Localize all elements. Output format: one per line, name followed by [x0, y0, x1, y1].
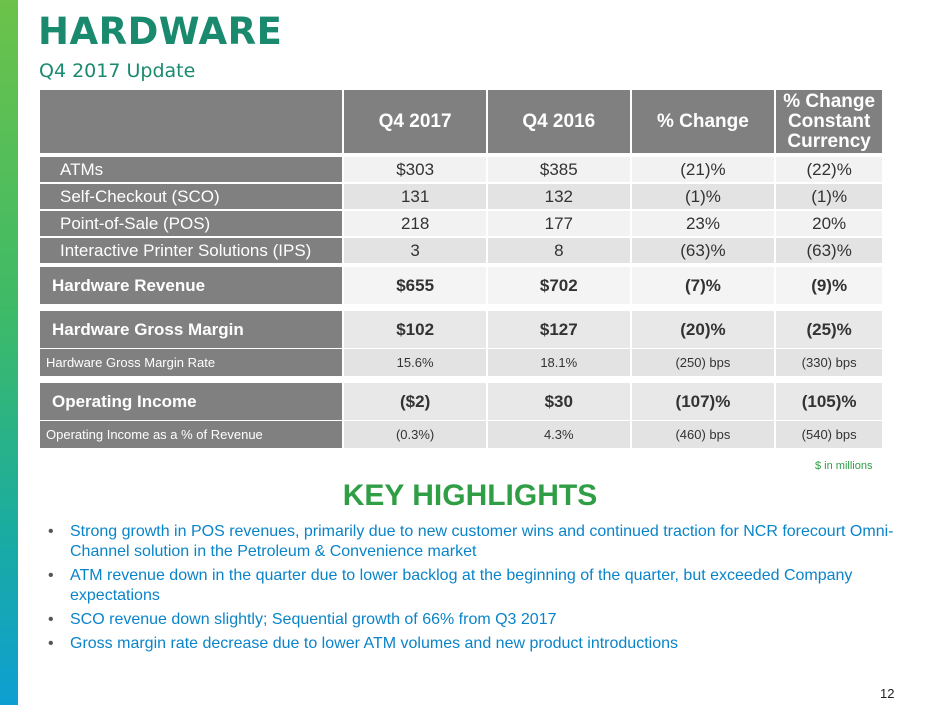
row-cc: 20%: [776, 211, 883, 236]
gross-margin-row: Hardware Gross Margin $102 $127 (20)% (2…: [40, 311, 883, 348]
row-label: ATMs: [40, 157, 343, 182]
row-q4-2017: ($2): [344, 383, 486, 420]
highlight-text: SCO revenue down slightly; Sequential gr…: [70, 611, 557, 628]
page-number: 12: [880, 686, 895, 701]
table-header-blank: [40, 90, 343, 153]
row-change: (460) bps: [631, 421, 775, 448]
highlights-list: • Strong growth in POS revenues, primaril…: [48, 522, 908, 658]
row-label: Point-of-Sale (POS): [40, 211, 343, 236]
row-label: Interactive Printer Solutions (IPS): [40, 238, 343, 263]
table-header-q4-2017: Q4 2017: [344, 90, 486, 153]
key-highlights-title: KEY HIGHLIGHTS: [342, 479, 598, 512]
cc-header-line-1: % Change: [783, 90, 876, 112]
hardware-table: Q4 2017 Q4 2016 % Change % Change Consta…: [40, 90, 883, 448]
table-header-q4-2016: Q4 2016: [487, 90, 630, 153]
row-q4-2017: $102: [344, 311, 486, 348]
row-change: (20)%: [631, 311, 775, 348]
row-change: (1)%: [631, 184, 775, 209]
row-q4-2017: 15.6%: [344, 349, 486, 376]
row-q4-2016: $702: [487, 267, 630, 304]
row-q4-2016: 177: [487, 211, 630, 236]
units-note: $ in millions: [815, 460, 873, 472]
row-label: Operating Income: [40, 383, 343, 420]
bullet-icon: •: [48, 567, 54, 584]
table-row: Interactive Printer Solutions (IPS) 3 8 …: [40, 238, 883, 263]
row-q4-2017: 218: [344, 211, 486, 236]
hardware-revenue-row: Hardware Revenue $655 $702 (7)% (9)%: [40, 267, 883, 304]
row-q4-2016: $385: [487, 157, 630, 182]
row-label: Hardware Gross Margin: [40, 311, 343, 348]
cc-header-line-3: Currency: [787, 130, 871, 152]
row-label: Hardware Gross Margin Rate: [40, 349, 343, 376]
table-header-constant-currency: % Change Constant Currency: [776, 90, 882, 153]
row-label: Self-Checkout (SCO): [40, 184, 343, 209]
list-item: • Gross margin rate decrease due to lower…: [48, 634, 908, 654]
page-title: HARDWARE: [38, 10, 283, 53]
cc-header-line-2: Constant: [787, 110, 871, 132]
row-cc: (540) bps: [776, 421, 882, 448]
list-item: • Strong growth in POS revenues, primaril…: [48, 522, 908, 562]
row-label: Operating Income as a % of Revenue: [40, 421, 343, 448]
row-cc: (22)%: [776, 157, 883, 182]
highlight-text: Strong growth in POS revenues, primarily…: [70, 523, 894, 560]
highlight-text: Gross margin rate decrease due to lower …: [70, 635, 678, 652]
page-subtitle: Q4 2017 Update: [39, 60, 196, 82]
highlight-text: ATM revenue down in the quarter due to l…: [70, 567, 853, 604]
row-q4-2016: 18.1%: [487, 349, 630, 376]
table-header-row: Q4 2017 Q4 2016 % Change % Change Consta…: [40, 90, 882, 153]
gross-margin-rate-row: Hardware Gross Margin Rate 15.6% 18.1% (…: [40, 349, 882, 376]
row-cc: (1)%: [776, 184, 883, 209]
row-change: 23%: [631, 211, 775, 236]
row-q4-2016: $127: [487, 311, 630, 348]
row-q4-2016: 8: [487, 238, 630, 263]
table-row: Point-of-Sale (POS) 218 177 23% 20%: [40, 211, 883, 236]
row-q4-2017: $655: [344, 267, 486, 304]
row-label: Hardware Revenue: [40, 267, 343, 304]
row-q4-2017: 131: [344, 184, 486, 209]
side-accent-bar: [0, 0, 18, 705]
table-row: ATMs $303 $385 (21)% (22)%: [40, 157, 883, 182]
list-item: • SCO revenue down slightly; Sequential g…: [48, 610, 908, 630]
bullet-icon: •: [48, 523, 54, 540]
bullet-icon: •: [48, 635, 54, 652]
row-q4-2016: $30: [487, 383, 630, 420]
operating-income-pct-row: Operating Income as a % of Revenue (0.3%…: [40, 421, 882, 448]
row-q4-2017: (0.3%): [344, 421, 486, 448]
row-change: (107)%: [631, 383, 775, 420]
list-item: • ATM revenue down in the quarter due to …: [48, 566, 908, 606]
row-change: (21)%: [631, 157, 775, 182]
row-cc: (330) bps: [776, 349, 882, 376]
row-cc: (9)%: [776, 267, 883, 304]
operating-income-row: Operating Income ($2) $30 (107)% (105)%: [40, 383, 883, 420]
row-change: (250) bps: [631, 349, 775, 376]
row-cc: (63)%: [776, 238, 883, 263]
row-cc: (25)%: [776, 311, 883, 348]
table-row: Self-Checkout (SCO) 131 132 (1)% (1)%: [40, 184, 883, 209]
row-q4-2016: 4.3%: [487, 421, 630, 448]
row-change: (7)%: [631, 267, 775, 304]
row-q4-2017: $303: [344, 157, 486, 182]
row-change: (63)%: [631, 238, 775, 263]
row-cc: (105)%: [776, 383, 883, 420]
row-q4-2016: 132: [487, 184, 630, 209]
bullet-icon: •: [48, 611, 54, 628]
table-header-change: % Change: [631, 90, 775, 153]
row-q4-2017: 3: [344, 238, 486, 263]
